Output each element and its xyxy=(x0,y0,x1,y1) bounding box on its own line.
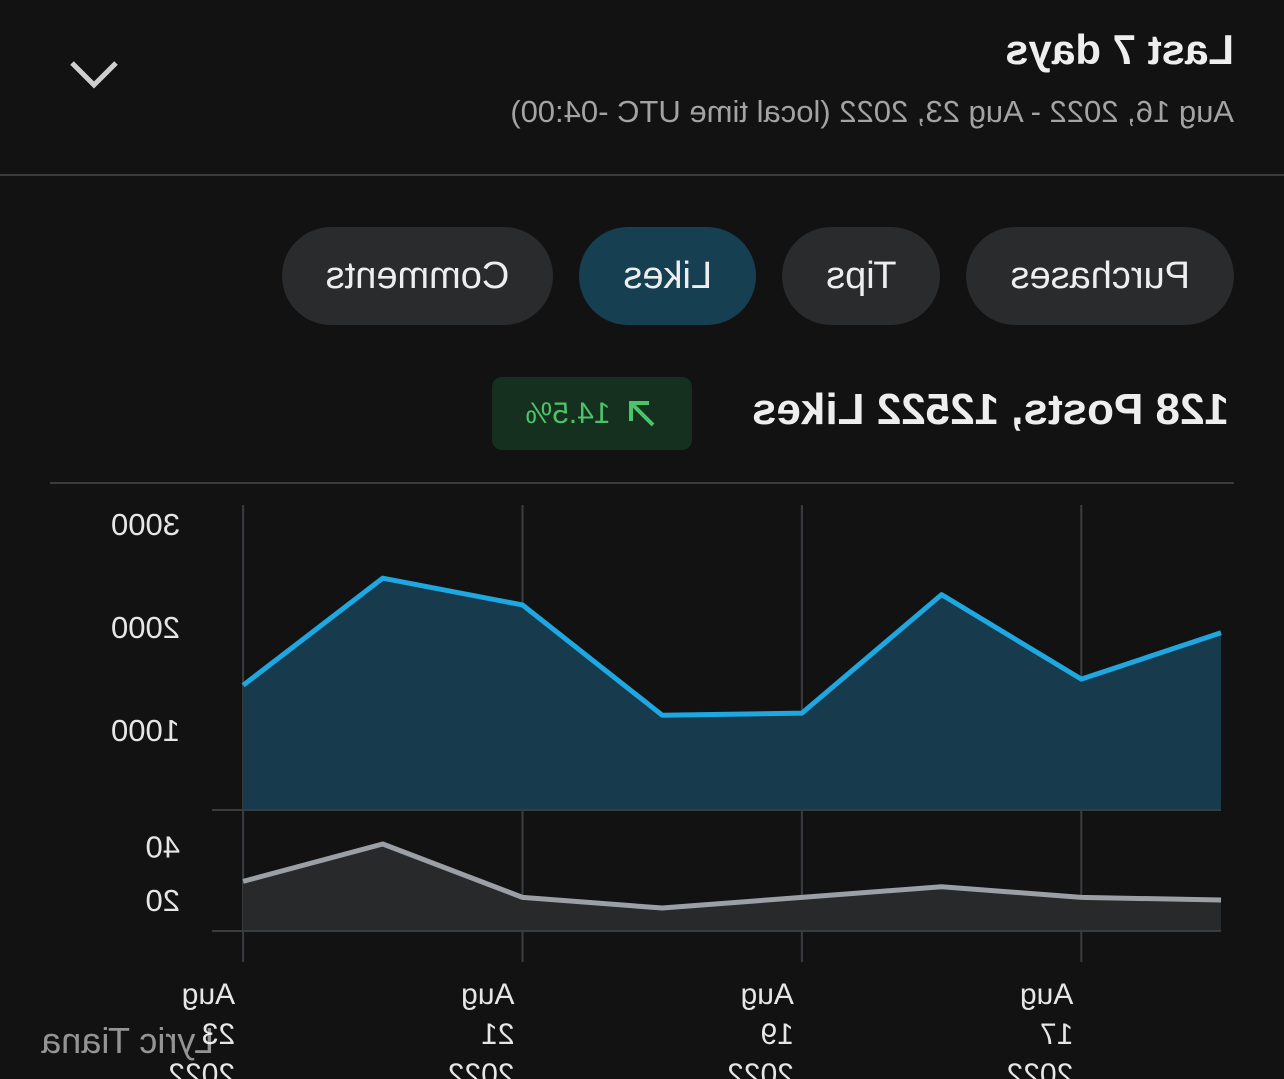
area-fill xyxy=(243,578,1221,810)
y-tick-label: 3000 xyxy=(111,507,180,542)
line xyxy=(241,575,1222,718)
watermark: Lyric Tiana xyxy=(41,1020,214,1061)
x-tick-label: Aug 21 2022 xyxy=(447,978,515,1079)
area-fill xyxy=(243,844,1221,931)
x-tick-label: Aug 17 2022 xyxy=(1006,978,1074,1079)
line xyxy=(242,841,1222,911)
y-tick-label: 2000 xyxy=(111,610,180,645)
y-tick-label: 1000 xyxy=(111,713,180,748)
x-tick-label: Aug 19 2022 xyxy=(727,978,794,1079)
y-tick-label: 40 xyxy=(146,830,180,865)
collapse-chevron[interactable] xyxy=(64,55,124,95)
change-badge: 14.5% xyxy=(492,377,692,450)
y-tick-label: 20 xyxy=(146,883,180,918)
up-arrow-icon xyxy=(628,400,654,426)
